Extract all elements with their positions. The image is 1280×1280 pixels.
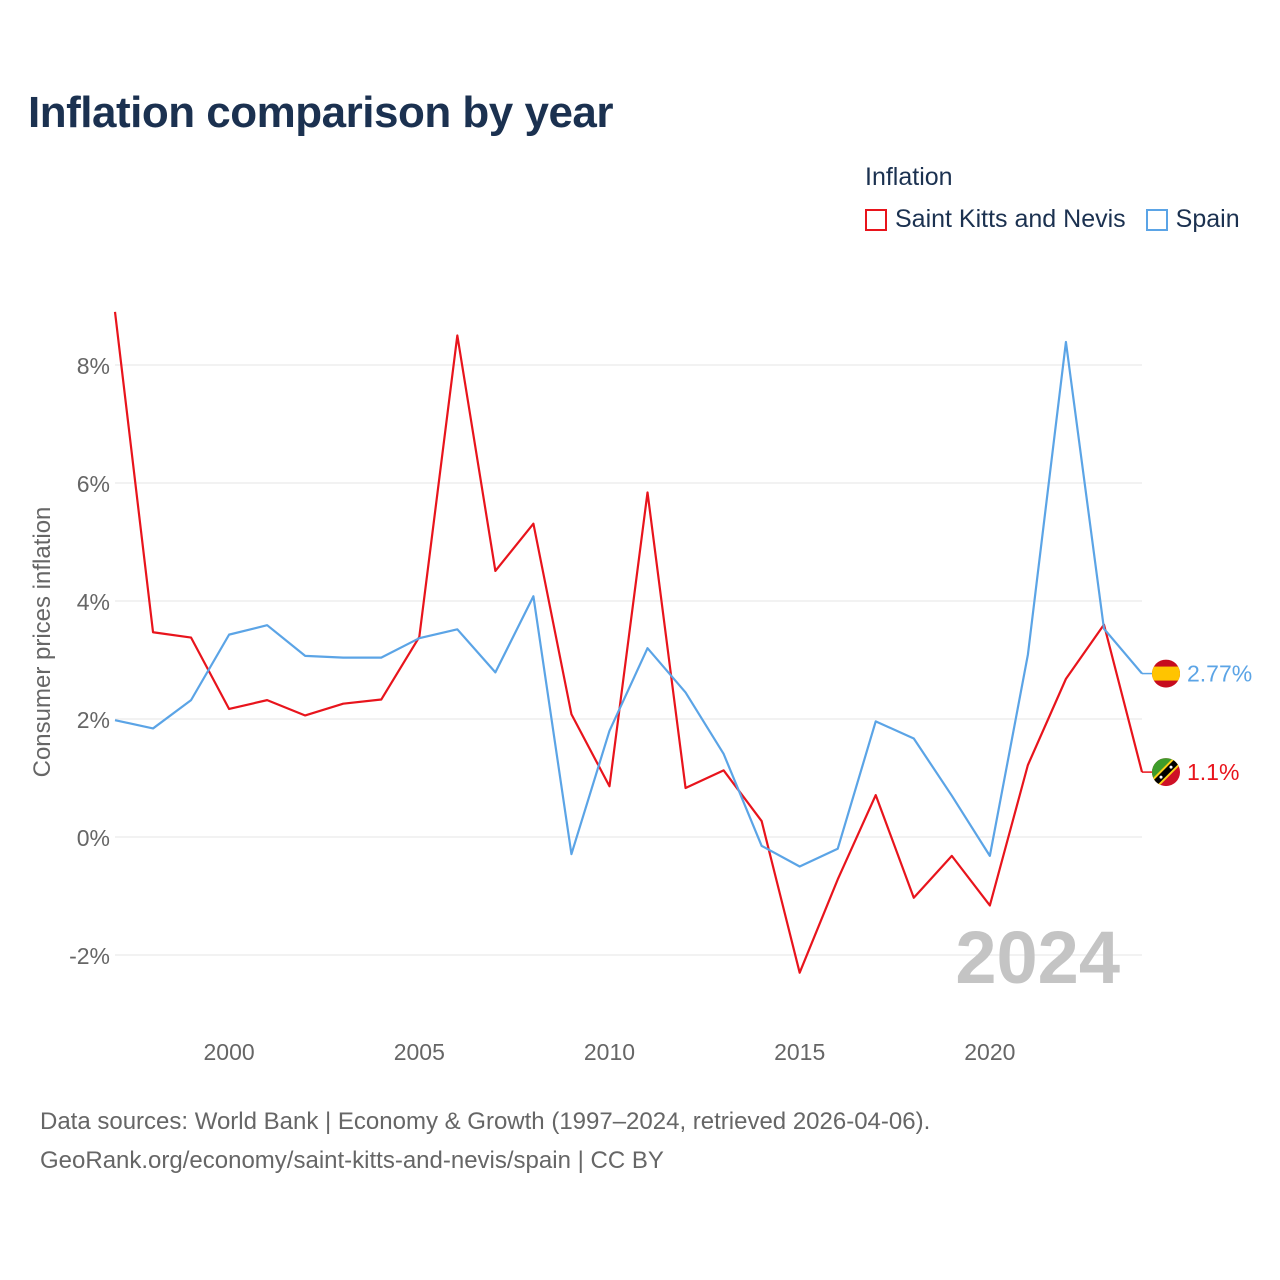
flag-spain-icon bbox=[1152, 659, 1180, 688]
end-label-saint-kitts: 1.1% bbox=[1187, 759, 1239, 785]
y-tick-label: 2% bbox=[77, 707, 110, 733]
legend-item-saint-kitts[interactable]: Saint Kitts and Nevis bbox=[865, 205, 1126, 234]
y-tick-label: -2% bbox=[69, 943, 110, 969]
y-tick-label: 4% bbox=[77, 589, 110, 615]
legend-swatch-saint-kitts bbox=[865, 208, 887, 231]
end-label-spain: 2.77% bbox=[1187, 661, 1252, 687]
legend-swatch-spain bbox=[1145, 208, 1168, 231]
x-tick-label: 2015 bbox=[774, 1039, 825, 1065]
legend-label-spain: Spain bbox=[1175, 205, 1240, 233]
y-tick-label: 8% bbox=[77, 353, 110, 379]
legend-label-saint-kitts: Saint Kitts and Nevis bbox=[895, 205, 1126, 233]
y-tick-label: 0% bbox=[77, 825, 110, 851]
series-line-saint-kitts bbox=[113, 311, 1144, 974]
source-line-2: GeoRank.org/economy/saint-kitts-and-nevi… bbox=[40, 1147, 664, 1174]
x-tick-label: 2000 bbox=[204, 1039, 255, 1065]
legend-item-spain[interactable]: Spain bbox=[1145, 205, 1240, 234]
legend-title: Inflation bbox=[865, 163, 953, 191]
y-tick-label: 6% bbox=[77, 471, 110, 497]
line-chart: -2% 0% 2% 4% 6% 8% 2000 2005 2010 2015 2020 Consume… bbox=[29, 311, 1252, 1065]
x-tick-label: 2010 bbox=[584, 1039, 635, 1065]
x-tick-label: 2020 bbox=[964, 1039, 1015, 1065]
source-line-1: Data sources: World Bank | Economy & Gro… bbox=[40, 1108, 931, 1135]
flag-saint-kitts-icon bbox=[1152, 758, 1180, 787]
x-tick-label: 2005 bbox=[394, 1039, 445, 1065]
y-axis-label: Consumer prices inflation bbox=[29, 507, 56, 778]
legend: Saint Kitts and Nevis Spain bbox=[865, 205, 1260, 234]
year-watermark: 2024 bbox=[955, 916, 1120, 999]
chart-title: Inflation comparison by year bbox=[28, 88, 614, 137]
series-line-spain bbox=[114, 340, 1143, 868]
